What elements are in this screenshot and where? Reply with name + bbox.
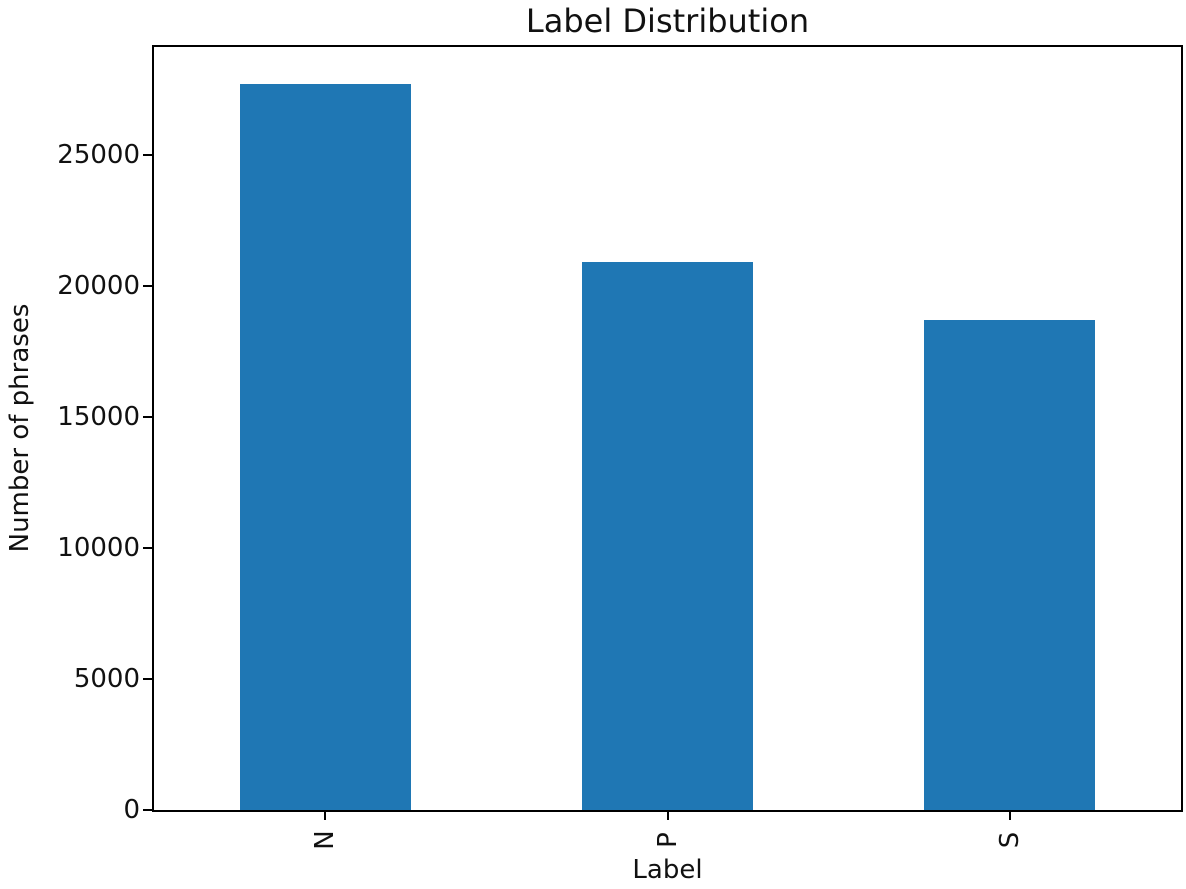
y-tick-mark-10000 (143, 546, 152, 549)
y-tick-mark-0 (143, 809, 152, 811)
y-tick-label-15000: 15000 (57, 401, 140, 432)
x-tick-mark-S (1008, 812, 1011, 820)
chart-title: Label Distribution (525, 2, 810, 40)
plot-area (152, 45, 1183, 812)
bar-N (239, 83, 411, 810)
x-tick-mark-P (666, 812, 669, 820)
x-tick-mark-N (324, 812, 327, 820)
y-tick-label-20000: 20000 (57, 270, 140, 301)
y-tick-mark-5000 (143, 677, 152, 680)
x-tick-label-P: P (652, 832, 683, 848)
x-tick-label-N: N (310, 830, 341, 850)
y-tick-label-0: 0 (123, 795, 140, 825)
y-tick-label-10000: 10000 (57, 532, 140, 563)
x-tick-label-S: S (994, 831, 1025, 849)
y-tick-label-5000: 5000 (73, 663, 140, 694)
y-tick-mark-25000 (143, 153, 152, 156)
bar-P (581, 262, 754, 810)
x-axis-label: Label (632, 855, 703, 885)
bar-S (924, 319, 1096, 810)
y-tick-mark-20000 (143, 284, 152, 287)
y-tick-mark-15000 (143, 415, 152, 418)
y-tick-label-25000: 25000 (57, 139, 140, 170)
